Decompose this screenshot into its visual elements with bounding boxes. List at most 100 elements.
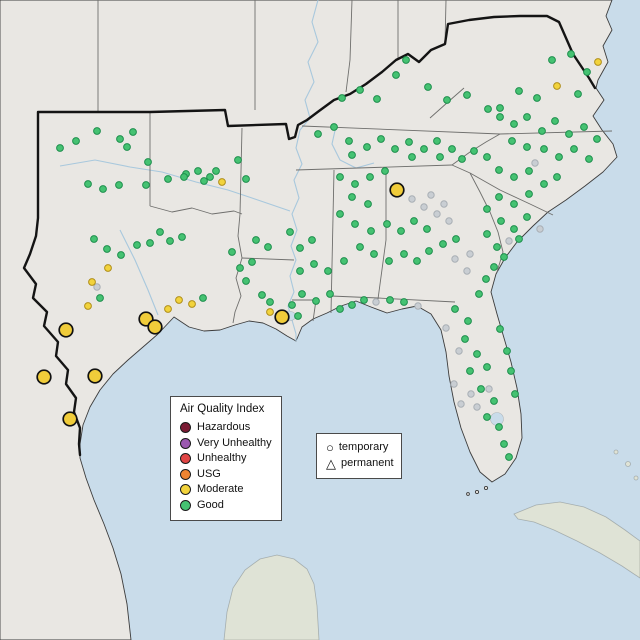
mississippi-river	[287, 0, 319, 341]
monitor-good	[296, 267, 304, 275]
monitor-good	[93, 127, 101, 135]
monitor-no-data	[505, 237, 513, 245]
aqi-legend-item: Hazardous	[180, 420, 272, 436]
monitor-good	[351, 220, 359, 228]
monitor-moderate	[164, 305, 172, 313]
monitor-good	[340, 257, 348, 265]
monitor-good	[336, 210, 344, 218]
monitor-good	[164, 175, 172, 183]
monitor-good	[551, 117, 559, 125]
monitor-good	[466, 367, 474, 375]
monitor-good	[351, 180, 359, 188]
monitor-good	[574, 90, 582, 98]
monitor-good	[336, 173, 344, 181]
monitor-good	[146, 239, 154, 247]
monitor-good	[288, 301, 296, 309]
monitor-good	[338, 94, 346, 102]
monitor-good	[508, 137, 516, 145]
monitor-no-data	[408, 195, 416, 203]
monitor-good	[483, 363, 491, 371]
monitor-good	[373, 95, 381, 103]
monitor-good	[366, 173, 374, 181]
monitor-good	[496, 325, 504, 333]
monitor-good	[377, 135, 385, 143]
monitor-good	[286, 228, 294, 236]
monitor-good	[567, 50, 575, 58]
shape-legend-item: △ permanent	[326, 456, 394, 472]
monitor-good	[583, 68, 591, 76]
monitor-good	[242, 175, 250, 183]
monitor-good	[475, 290, 483, 298]
monitor-good	[142, 181, 150, 189]
monitor-good	[463, 91, 471, 99]
monitor-good	[236, 264, 244, 272]
monitor-moderate-large	[58, 322, 74, 338]
monitor-good	[103, 245, 111, 253]
monitor-good	[420, 145, 428, 153]
monitor-good	[385, 257, 393, 265]
monitor-good	[326, 290, 334, 298]
monitor-good	[433, 137, 441, 145]
monitor-good	[424, 83, 432, 91]
monitor-good	[470, 147, 478, 155]
monitor-good	[510, 200, 518, 208]
monitor-good	[144, 158, 152, 166]
monitor-good	[129, 128, 137, 136]
aqi-legend-label: Hazardous	[197, 421, 251, 434]
monitor-moderate-large	[389, 182, 405, 198]
shape-legend-label: permanent	[341, 456, 394, 469]
monitor-good	[495, 193, 503, 201]
shape-legend-item: ○ temporary	[326, 440, 392, 456]
monitor-good	[490, 397, 498, 405]
monitor-good	[496, 104, 504, 112]
monitor-good	[314, 130, 322, 138]
monitor-good	[356, 86, 364, 94]
monitor-good	[510, 173, 518, 181]
shape-legend-items: ○ temporary △ permanent	[326, 440, 394, 472]
monitor-good	[84, 180, 92, 188]
monitor-good	[324, 267, 332, 275]
monitor-good	[400, 250, 408, 258]
shape-legend-label: temporary	[338, 441, 389, 454]
monitor-good	[402, 56, 410, 64]
monitor-good	[294, 312, 302, 320]
monitor-good	[400, 298, 408, 306]
monitor-good	[117, 251, 125, 259]
monitor-good	[464, 317, 472, 325]
monitor-good	[312, 297, 320, 305]
monitor-good	[451, 305, 459, 313]
monitor-good	[234, 156, 242, 164]
aqi-legend-label: Good	[197, 498, 224, 511]
monitor-no-data	[440, 200, 448, 208]
monitor-good	[345, 137, 353, 145]
monitor-good	[266, 298, 274, 306]
florida-keys	[466, 492, 470, 496]
monitor-no-data	[427, 191, 435, 199]
monitor-good	[473, 350, 481, 358]
monitor-good	[206, 173, 214, 181]
monitor-good	[510, 225, 518, 233]
monitor-good	[483, 205, 491, 213]
monitor-no-data	[485, 385, 493, 393]
monitor-moderate-large	[147, 319, 163, 335]
monitor-no-data	[536, 225, 544, 233]
monitor-no-data	[433, 210, 441, 218]
monitor-good	[405, 138, 413, 146]
brazos-river	[119, 229, 159, 316]
monitor-good	[585, 155, 593, 163]
monitor-no-data	[414, 302, 422, 310]
monitor-good	[296, 244, 304, 252]
monitor-good	[452, 235, 460, 243]
very-unhealthy-swatch-icon	[180, 437, 191, 449]
monitor-good	[555, 153, 563, 161]
unhealthy-swatch-icon	[180, 453, 191, 465]
monitor-good	[383, 220, 391, 228]
monitor-good	[497, 217, 505, 225]
monitor-good	[336, 305, 344, 313]
monitor-good	[166, 237, 174, 245]
monitor-good	[580, 123, 588, 131]
aqi-legend-item: Unhealthy	[180, 451, 272, 467]
arkansas-river	[59, 159, 291, 212]
